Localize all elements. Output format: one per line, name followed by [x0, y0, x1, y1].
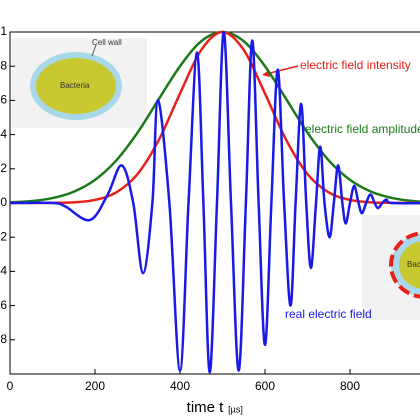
y-tick-label: -0.8: [0, 332, 7, 346]
y-tick-label: 0.4: [0, 127, 7, 141]
x-tick-label: 800: [340, 379, 360, 393]
series-line: [9, 30, 420, 374]
x-tick-label: 200: [85, 379, 105, 393]
y-tick-label: 1: [0, 24, 7, 38]
y-tick-label: 0.6: [0, 93, 7, 107]
x-tick-label: 600: [255, 379, 275, 393]
y-tick-label: 0: [0, 195, 7, 209]
x-axis-unit: [µs]: [228, 404, 243, 414]
annotation: electric field intensity: [300, 58, 411, 72]
arrow: [265, 65, 299, 75]
inset-label: Cell wall: [92, 38, 122, 47]
bacteria-body: [399, 241, 420, 289]
series-line: [9, 30, 420, 205]
annotation: real electric field: [285, 307, 372, 321]
inset-label: Bacteria: [60, 81, 90, 90]
bacteria-body: [36, 58, 116, 114]
inset-label: Bacteria: [407, 260, 420, 269]
annotation: electric field amplitude: [305, 122, 420, 136]
y-tick-label: 0.2: [0, 161, 7, 175]
y-tick-label: 0.8: [0, 58, 7, 72]
x-tick-label: 400: [170, 379, 190, 393]
y-tick-label: -0.4: [0, 264, 7, 278]
y-tick-label: -0.6: [0, 298, 7, 312]
x-tick-label: 0: [7, 379, 14, 393]
pointer: [91, 44, 97, 57]
y-tick-label: -0.2: [0, 229, 7, 243]
x-axis-label: time t: [187, 399, 225, 416]
